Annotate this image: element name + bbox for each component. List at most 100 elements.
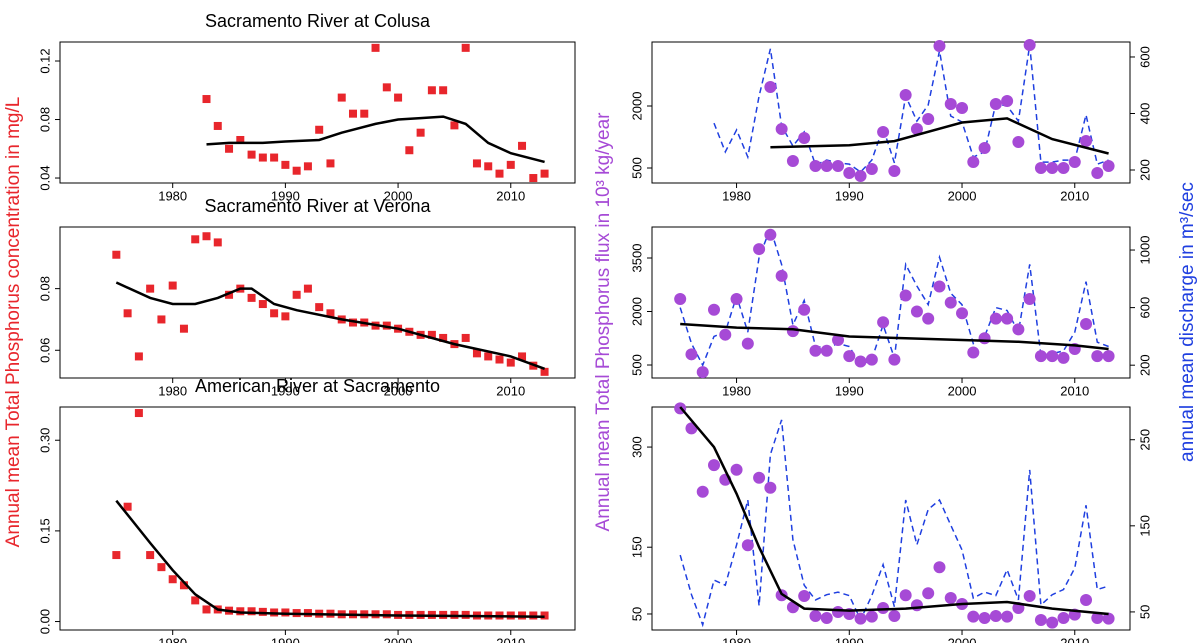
point — [944, 591, 957, 604]
trend-line — [679, 406, 1109, 616]
point — [1068, 156, 1081, 169]
point — [258, 300, 267, 309]
point — [967, 346, 980, 359]
y2-tick-label: 150 — [1137, 515, 1152, 537]
y-tick-label: 500 — [629, 354, 644, 376]
point — [1001, 94, 1014, 107]
y-tick-label: 50 — [629, 607, 644, 621]
trend-line — [770, 117, 1109, 155]
point — [157, 563, 166, 572]
point — [168, 575, 177, 584]
point — [236, 135, 245, 144]
x-tick-label: 2000 — [384, 188, 413, 203]
point — [213, 238, 222, 247]
point — [179, 324, 188, 333]
point — [820, 160, 833, 173]
point — [854, 612, 867, 625]
point — [123, 309, 132, 318]
x-tick-label: 1980 — [158, 188, 187, 203]
point — [910, 599, 923, 612]
point — [696, 485, 709, 498]
point — [933, 280, 946, 293]
x-tick-label: 1980 — [158, 635, 187, 643]
x-tick-label: 1980 — [722, 383, 751, 398]
point — [978, 141, 991, 154]
y2-tick-label: 400 — [1137, 103, 1152, 125]
point — [146, 551, 155, 560]
y-tick-label: 0.00 — [37, 609, 52, 634]
point — [1046, 161, 1059, 174]
point — [303, 284, 312, 293]
plot-frame — [651, 41, 1131, 184]
point — [382, 83, 391, 92]
x-tick-label: 1980 — [158, 383, 187, 398]
point — [1034, 613, 1047, 626]
point — [832, 334, 845, 347]
point — [1023, 589, 1036, 602]
point — [326, 309, 335, 318]
point — [225, 144, 234, 153]
point — [798, 303, 811, 316]
point — [394, 93, 403, 102]
point — [518, 352, 527, 361]
point — [484, 352, 493, 361]
point — [786, 155, 799, 168]
x-tick-label: 2000 — [948, 188, 977, 203]
x-tick-label: 2010 — [1060, 635, 1089, 643]
point — [157, 315, 166, 324]
point — [877, 125, 890, 138]
point — [809, 344, 822, 357]
point — [472, 349, 481, 358]
y2-tick-label: 250 — [1137, 429, 1152, 451]
point — [247, 150, 256, 159]
point — [989, 609, 1002, 622]
point — [832, 160, 845, 173]
point — [798, 589, 811, 602]
y-tick-label: 150 — [629, 536, 644, 558]
point — [865, 353, 878, 366]
point — [730, 463, 743, 476]
panel-title: Sacramento River at Verona — [204, 196, 431, 216]
point — [1102, 612, 1115, 625]
point — [764, 228, 777, 241]
point — [775, 123, 788, 136]
x-tick-label: 1990 — [835, 635, 864, 643]
point — [270, 153, 279, 162]
trend-line — [680, 322, 1109, 351]
point — [1046, 616, 1059, 629]
point — [1080, 317, 1093, 330]
point — [179, 581, 188, 590]
y2-tick-label: 200 — [1137, 354, 1152, 376]
point — [1102, 160, 1115, 173]
x-tick-label: 2010 — [496, 383, 525, 398]
y-tick-label: 0.06 — [37, 338, 52, 363]
point — [292, 290, 301, 299]
point — [933, 561, 946, 574]
point — [213, 121, 222, 130]
y-tick-label: 3500 — [629, 244, 644, 273]
point — [315, 303, 324, 312]
point — [967, 156, 980, 169]
point — [1102, 350, 1115, 363]
point — [258, 153, 267, 162]
x-tick-label: 1980 — [722, 635, 751, 643]
x-tick-label: 1990 — [835, 188, 864, 203]
plot-frame — [651, 226, 1131, 379]
point — [843, 350, 856, 363]
point — [888, 165, 901, 178]
point — [708, 303, 721, 316]
point — [1057, 611, 1070, 624]
point — [922, 312, 935, 325]
point — [225, 290, 234, 299]
point — [764, 80, 777, 93]
point — [809, 609, 822, 622]
point — [753, 471, 766, 484]
point — [247, 293, 256, 302]
y-axis-label: Annual mean Total Phosphorus flux in 10³… — [593, 112, 614, 532]
point — [427, 86, 436, 95]
y2-tick-label: 50 — [1137, 605, 1152, 619]
point — [956, 101, 969, 114]
point — [484, 162, 493, 171]
x-tick-label: 2010 — [1060, 188, 1089, 203]
